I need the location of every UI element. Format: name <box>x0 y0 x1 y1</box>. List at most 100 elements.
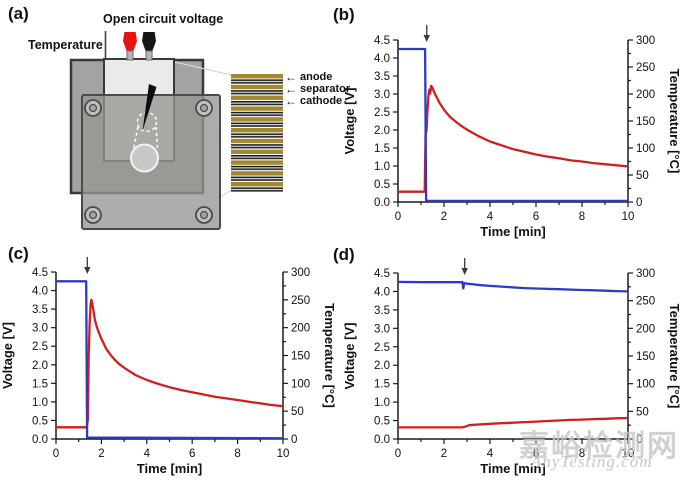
y-right-tick-label: 100 <box>636 379 655 391</box>
positive-clip-icon <box>123 32 137 52</box>
watermark-chinese: 嘉峪检测网 <box>519 430 679 463</box>
y-left-tick-label: 1.0 <box>374 161 390 173</box>
y-right-tick-label: 300 <box>636 268 655 280</box>
y-left-tick-label: 1.0 <box>32 397 48 409</box>
y-right-axis-title: Temperature [°C] <box>322 303 337 408</box>
x-tick-label: 10 <box>622 448 635 460</box>
x-tick-label: 8 <box>579 448 585 460</box>
y-right-tick-label: 200 <box>636 323 655 335</box>
screw-center <box>88 210 98 220</box>
chart-d-plot: 0.00.51.01.52.02.53.03.54.04.50501001502… <box>342 258 680 476</box>
x-tick-label: 8 <box>579 211 585 223</box>
panel-b: (b) 0.0 0.5 1.0 1.5 2.0 2.5 3.0 3.5 4.0 4.5 0 50 100… <box>330 0 680 242</box>
y-right-tick-label: 200 <box>291 323 310 335</box>
x-tick-label: 6 <box>533 448 539 460</box>
temperature-curve <box>56 298 284 429</box>
viewing-window-circle <box>130 143 159 173</box>
arrow-left-icon: ← <box>285 94 297 108</box>
screw-center <box>199 210 209 220</box>
y-right-tick-label: 150 <box>636 116 655 128</box>
y-left-tick-label: 2.0 <box>374 125 390 137</box>
y-right-axis-title: Temperature [°C] <box>667 304 680 409</box>
y-right-axis-title: Temperature [°C] <box>667 69 680 174</box>
y-left-tick-label: 0.5 <box>374 179 390 191</box>
negative-clip-icon <box>142 32 156 52</box>
y-left-tick-label: 0.0 <box>374 434 390 446</box>
panel-d-label: (d) <box>333 245 355 264</box>
y-left-axis-title: Voltage [V] <box>0 322 15 389</box>
y-right-tick-label: 250 <box>636 62 655 74</box>
negative-tab <box>145 50 153 61</box>
y-left-tick-label: 3.5 <box>374 71 390 83</box>
y-left-tick-label: 3.0 <box>374 323 390 335</box>
x-tick-label: 4 <box>487 448 494 460</box>
panel-b-label: (b) <box>333 5 355 24</box>
separator-label-row: ← separator <box>285 82 351 96</box>
y-right-tick-label: 0 <box>291 434 297 446</box>
y-right-tick-label: 50 <box>636 406 649 418</box>
x-tick-label: 2 <box>441 448 447 460</box>
y-left-tick-label: 4.5 <box>32 267 48 279</box>
y-left-tick-label: 0.5 <box>374 416 390 428</box>
y-left-tick-label: 0.0 <box>374 197 390 209</box>
screw-center <box>199 103 209 113</box>
y-left-tick-label: 3.0 <box>32 323 48 335</box>
y-right-tick-label: 50 <box>291 406 304 418</box>
temperature-label: Temperature <box>28 38 103 52</box>
x-tick-label: 0 <box>395 448 401 460</box>
x-tick-label: 10 <box>277 448 290 460</box>
anode-label: anode <box>300 71 333 83</box>
positive-tab <box>126 50 134 61</box>
y-right-tick-label: 250 <box>636 296 655 308</box>
y-right-tick-label: 200 <box>636 89 655 101</box>
y-left-tick-label: 3.5 <box>32 304 48 316</box>
x-tick-label: 8 <box>234 448 240 460</box>
panel-a: (a) Open circuit voltage Temperature <box>0 0 350 240</box>
separator-label: separator <box>300 83 351 95</box>
y-left-tick-label: 0.5 <box>32 415 48 427</box>
voltage-curve <box>397 280 629 293</box>
x-axis-title: Time [min] <box>480 224 546 239</box>
event-arrow-head <box>461 268 468 275</box>
voltage-curve <box>398 47 628 203</box>
y-left-tick-label: 2.0 <box>32 360 48 372</box>
y-left-tick-label: 1.5 <box>374 143 390 155</box>
cathode-label-row: ← cathode <box>285 94 343 108</box>
arrow-left-icon: ← <box>285 82 297 96</box>
y-left-tick-label: 4.0 <box>32 286 48 298</box>
y-right-tick-label: 300 <box>291 267 310 279</box>
dashed-cone-left <box>132 126 139 150</box>
x-tick-label: 6 <box>533 211 539 223</box>
x-axis-title: Time [min] <box>137 461 203 476</box>
y-left-tick-label: 3.0 <box>374 89 390 101</box>
x-tick-label: 4 <box>487 211 494 223</box>
x-tick-label: 0 <box>395 211 401 223</box>
temperature-curve <box>398 84 629 193</box>
anode-label-row: ← anode <box>285 71 333 83</box>
zoom-guide-line-top <box>174 61 232 76</box>
cathode-label: cathode <box>300 95 343 107</box>
y-left-axis-title: Voltage [V] <box>342 88 357 155</box>
open-circuit-voltage-label: Open circuit voltage <box>103 12 224 26</box>
temperature-curve <box>398 416 629 429</box>
y-right-tick-label: 100 <box>291 378 310 390</box>
y-left-tick-label: 4.5 <box>374 35 390 47</box>
y-right-tick-label: 50 <box>636 170 649 182</box>
panel-c: (c) 0.0 0.5 1.0 1.5 2.0 2.5 3.0 3.5 4.0 4.5 0 50 100… <box>0 240 345 482</box>
panel-c-label: (c) <box>8 244 29 263</box>
x-tick-label: 10 <box>622 211 635 223</box>
chart-b-plot: 0.00.51.01.52.02.53.03.54.04.50501001502… <box>342 25 680 239</box>
chart-c-plot: 0.00.51.01.52.02.53.03.54.04.50501001502… <box>0 257 337 476</box>
y-left-tick-label: 2.0 <box>374 360 390 372</box>
nail-icon <box>142 84 157 131</box>
screw-center <box>88 103 98 113</box>
x-axis-title: Time [min] <box>480 461 546 476</box>
x-tick-label: 0 <box>53 448 59 460</box>
cell-apparatus-illustration <box>69 31 283 230</box>
x-tick-label: 2 <box>441 211 447 223</box>
y-left-tick-label: 4.0 <box>374 53 390 65</box>
y-right-tick-label: 150 <box>291 351 310 363</box>
y-right-tick-label: 100 <box>636 143 655 155</box>
y-right-tick-label: 150 <box>636 351 655 363</box>
